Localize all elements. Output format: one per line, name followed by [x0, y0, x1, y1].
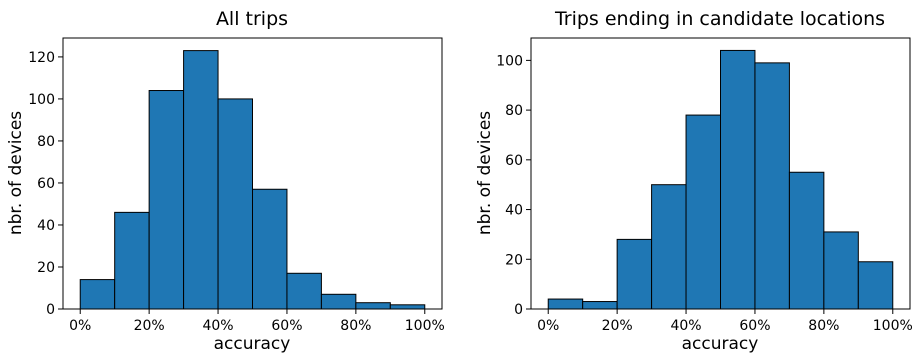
y-tick-label: 20: [37, 260, 55, 276]
x-tick-label: 0%: [537, 318, 559, 334]
histogram-bar: [651, 184, 687, 310]
histogram-bar: [857, 261, 894, 310]
histogram-bar: [355, 302, 391, 310]
x-tick-label: 100%: [873, 318, 913, 334]
y-tick-label: 40: [505, 203, 523, 219]
histogram-bar: [183, 50, 219, 310]
x-tick-label: 60%: [739, 318, 770, 334]
histogram-bar: [754, 62, 790, 310]
x-tick-label: 20%: [602, 318, 633, 334]
chart-candidate-locations: Trips ending in candidate locations 0 20 4…: [475, 8, 913, 353]
y-tick-label: 100: [28, 92, 55, 108]
plot-frame: [62, 37, 443, 310]
bars-all-trips: [79, 50, 426, 310]
y-ticks-all-trips: 0 20 40 60 80 100 120: [28, 50, 63, 318]
histogram-bar: [582, 301, 618, 310]
bars-candidate-locations: [547, 49, 894, 310]
chart-title: Trips ending in candidate locations: [554, 8, 885, 30]
histogram-bar: [148, 90, 185, 310]
x-tick-label: 40%: [670, 318, 701, 334]
histogram-bar: [79, 279, 116, 310]
histogram-bar: [320, 293, 357, 310]
x-tick-label: 100%: [405, 318, 445, 334]
x-axis-label: accuracy: [682, 334, 759, 353]
histogram-bar: [616, 238, 653, 310]
y-ticks-candidate-locations: 0 20 40 60 80 100: [496, 53, 531, 318]
x-tick-label: 0%: [69, 318, 91, 334]
histogram-bar: [114, 211, 150, 310]
y-tick-label: 0: [514, 302, 523, 318]
chart-title: All trips: [216, 8, 288, 30]
histogram-bar: [217, 98, 253, 310]
y-axis-label: nbr. of devices: [6, 111, 26, 235]
x-tick-label: 80%: [808, 318, 839, 334]
x-ticks-all-trips: 0% 20% 40% 60% 80% 100%: [69, 309, 445, 334]
plot-frame: [530, 37, 911, 310]
y-tick-label: 60: [37, 176, 55, 192]
y-axis-label: nbr. of devices: [475, 111, 495, 235]
x-tick-label: 80%: [340, 318, 371, 334]
y-tick-label: 20: [505, 252, 523, 268]
y-tick-label: 80: [505, 103, 523, 119]
x-tick-label: 60%: [271, 318, 302, 334]
y-tick-label: 40: [37, 218, 55, 234]
y-tick-label: 120: [28, 50, 55, 66]
x-ticks-candidate-locations: 0% 20% 40% 60% 80% 100%: [537, 309, 913, 334]
y-tick-label: 80: [37, 134, 55, 150]
x-tick-label: 20%: [134, 318, 165, 334]
histogram-bar: [788, 171, 825, 310]
histogram-bar: [252, 188, 288, 310]
y-tick-label: 0: [46, 302, 55, 318]
histogram-bar: [685, 114, 722, 310]
histogram-bar: [720, 49, 756, 310]
y-tick-label: 60: [505, 153, 523, 169]
chart-all-trips: All trips 0 20 40 60 80 100 120 0% 20% 40% 60% 80%…: [6, 8, 445, 353]
y-tick-label: 100: [496, 53, 523, 69]
histogram-bar: [286, 272, 322, 310]
histogram-bar: [389, 304, 426, 310]
x-axis-label: accuracy: [214, 334, 291, 353]
x-tick-label: 40%: [202, 318, 233, 334]
histogram-bar: [547, 298, 584, 310]
histogram-bar: [823, 231, 859, 310]
